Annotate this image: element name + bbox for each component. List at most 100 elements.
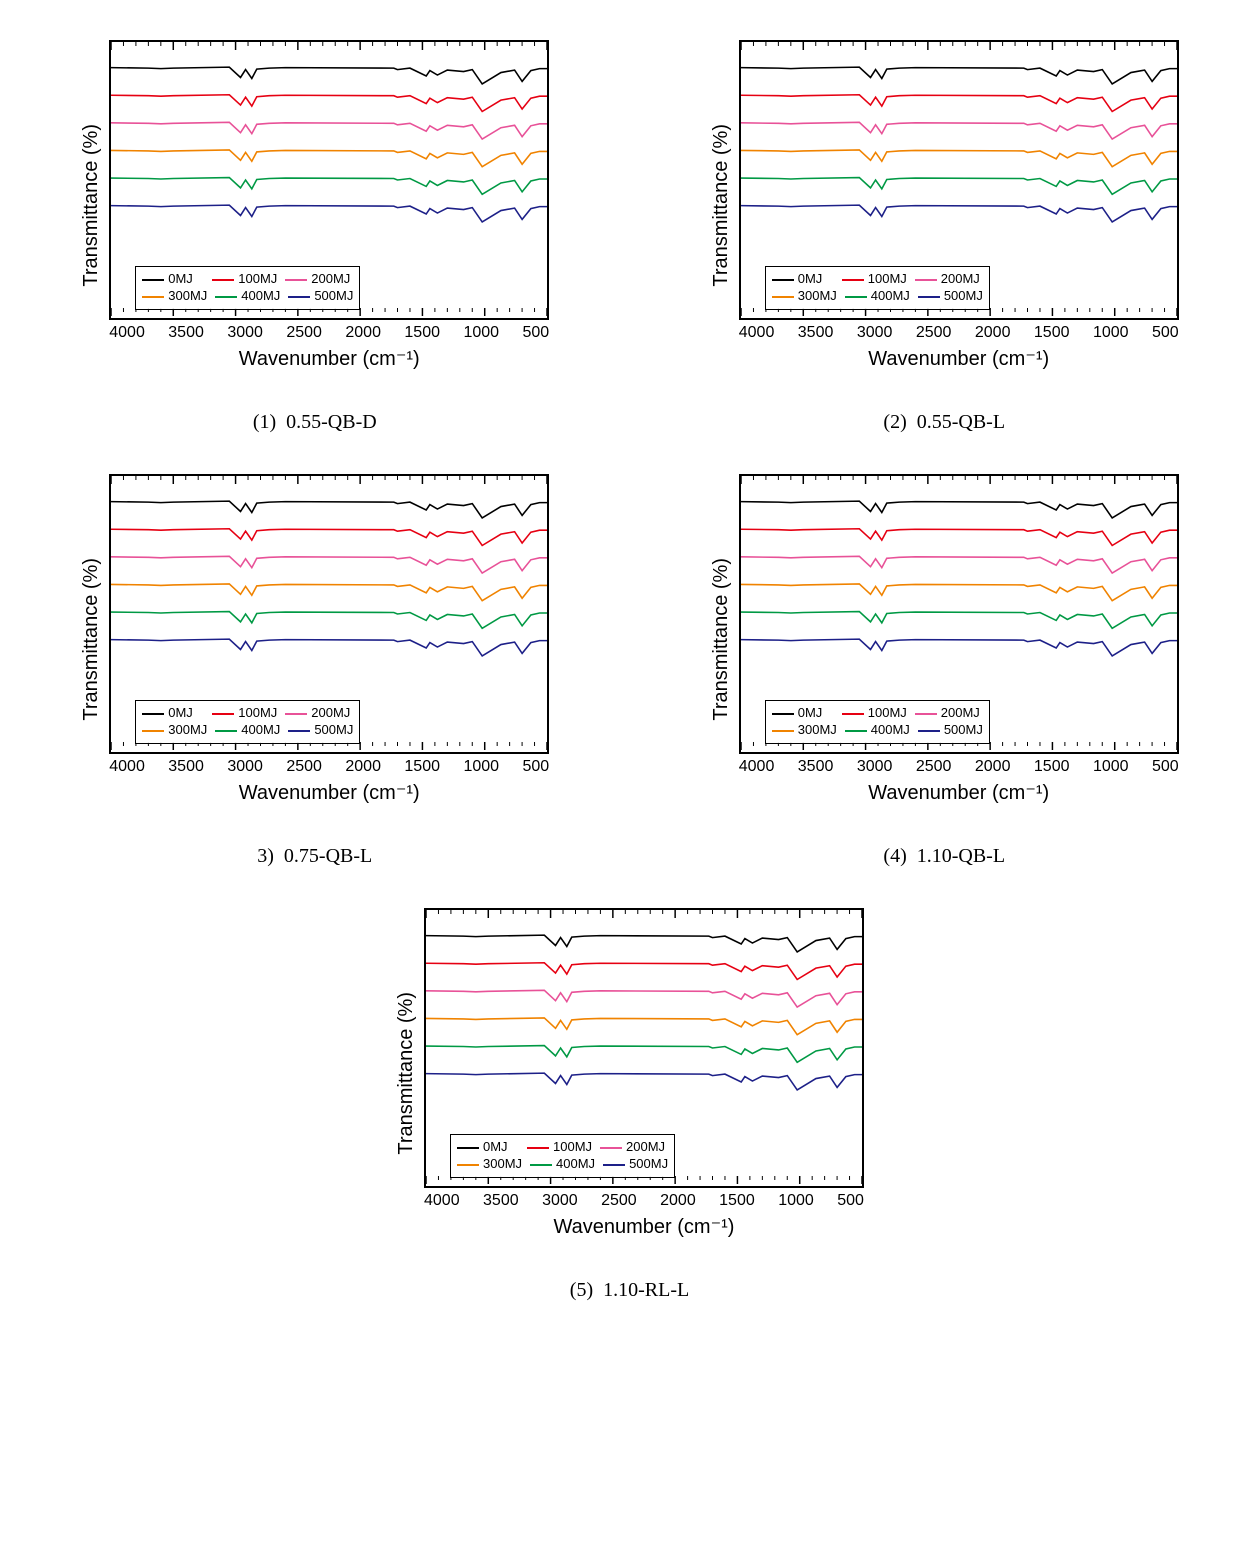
legend-swatch bbox=[918, 296, 940, 298]
legend-swatch bbox=[142, 296, 164, 298]
legend-swatch bbox=[142, 730, 164, 732]
plot-area: 0MJ100MJ200MJ300MJ400MJ500MJ bbox=[739, 40, 1179, 320]
x-tick-labels: 4000350030002500200015001000500 bbox=[109, 324, 549, 342]
spectrum-trace bbox=[426, 1046, 862, 1063]
legend-swatch bbox=[915, 279, 937, 281]
legend-swatch bbox=[288, 296, 310, 298]
legend: 0MJ100MJ200MJ300MJ400MJ500MJ bbox=[765, 266, 990, 310]
spectrum-trace bbox=[426, 963, 862, 980]
legend-label: 200MJ bbox=[941, 705, 980, 722]
legend-item: 300MJ bbox=[772, 288, 837, 305]
legend-label: 500MJ bbox=[629, 1156, 668, 1173]
legend-label: 0MJ bbox=[798, 271, 823, 288]
spectrum-trace bbox=[741, 529, 1177, 546]
spectrum-trace bbox=[741, 612, 1177, 629]
spectrum-trace bbox=[111, 529, 547, 546]
x-tick-label: 2000 bbox=[975, 324, 1011, 342]
spectrum-trace bbox=[741, 122, 1177, 139]
legend-item: 500MJ bbox=[918, 288, 983, 305]
plot-area: 0MJ100MJ200MJ300MJ400MJ500MJ bbox=[109, 40, 549, 320]
x-tick-label: 3500 bbox=[798, 324, 834, 342]
x-tick-label: 2500 bbox=[286, 324, 322, 342]
x-tick-labels: 4000350030002500200015001000500 bbox=[739, 324, 1179, 342]
y-axis-label: Transmittance (%) bbox=[395, 992, 418, 1155]
legend-label: 300MJ bbox=[798, 288, 837, 305]
x-tick-label: 2500 bbox=[601, 1192, 637, 1210]
legend-label: 500MJ bbox=[314, 722, 353, 739]
panel-caption: 3) 0.75‑QB‑L bbox=[257, 845, 372, 868]
y-axis-label: Transmittance (%) bbox=[710, 124, 733, 287]
legend-label: 200MJ bbox=[311, 705, 350, 722]
legend-swatch bbox=[288, 730, 310, 732]
panel-caption: (4) 1.10‑QB‑L bbox=[883, 845, 1005, 868]
legend-label: 0MJ bbox=[168, 705, 193, 722]
chart-panel: Transmittance (%) 0MJ 100MJ 200MJ 300MJ 400MJ… bbox=[80, 474, 549, 868]
x-tick-label: 3000 bbox=[857, 758, 893, 776]
legend-label: 200MJ bbox=[311, 271, 350, 288]
x-tick-label: 3500 bbox=[483, 1192, 519, 1210]
spectrum-trace bbox=[111, 501, 547, 518]
spectrum-trace bbox=[426, 990, 862, 1007]
legend-swatch bbox=[842, 279, 864, 281]
chart-panel: Transmittance (%)0MJ100MJ200MJ300MJ400MJ… bbox=[80, 40, 549, 434]
panel-caption: (5) 1.10‑RL‑L bbox=[570, 1279, 689, 1302]
spectrum-trace bbox=[741, 178, 1177, 195]
legend-label: 200MJ bbox=[626, 1139, 665, 1156]
legend-item: 100MJ bbox=[212, 705, 277, 722]
spectrum-trace bbox=[741, 556, 1177, 573]
legend: 0MJ 100MJ 200MJ 300MJ 400MJ 500MJ bbox=[765, 700, 990, 744]
spectrum-trace bbox=[111, 95, 547, 112]
legend-label: 0MJ bbox=[798, 705, 823, 722]
legend-item: 400MJ bbox=[845, 722, 910, 739]
legend-label: 200MJ bbox=[941, 271, 980, 288]
spectrum-trace bbox=[111, 612, 547, 629]
legend-label: 100MJ bbox=[553, 1139, 592, 1156]
legend-label: 500MJ bbox=[944, 288, 983, 305]
legend-label: 400MJ bbox=[871, 722, 910, 739]
x-tick-label: 500 bbox=[1152, 758, 1179, 776]
x-tick-label: 1000 bbox=[463, 324, 499, 342]
legend-item: 0MJ bbox=[142, 271, 204, 288]
legend-label: 100MJ bbox=[238, 271, 277, 288]
legend-item: 400MJ bbox=[215, 722, 280, 739]
legend-item: 0MJ bbox=[457, 1139, 519, 1156]
spectrum-trace bbox=[741, 95, 1177, 112]
legend-label: 500MJ bbox=[944, 722, 983, 739]
x-axis-label: Wavenumber (cm⁻¹) bbox=[868, 346, 1049, 371]
y-axis-label: Transmittance (%) bbox=[80, 558, 103, 721]
x-tick-label: 3000 bbox=[542, 1192, 578, 1210]
legend-label: 400MJ bbox=[556, 1156, 595, 1173]
spectrum-trace bbox=[111, 205, 547, 222]
legend-swatch bbox=[845, 730, 867, 732]
plot-area: 0MJ 100MJ 200MJ 300MJ 400MJ 500MJ bbox=[739, 474, 1179, 754]
spectrum-trace bbox=[741, 501, 1177, 518]
x-tick-label: 2000 bbox=[345, 324, 381, 342]
spectrum-trace bbox=[111, 556, 547, 573]
x-tick-label: 3000 bbox=[227, 324, 263, 342]
legend-label: 300MJ bbox=[168, 722, 207, 739]
x-axis-label: Wavenumber (cm⁻¹) bbox=[868, 780, 1049, 805]
legend-label: 100MJ bbox=[868, 705, 907, 722]
legend-swatch bbox=[772, 296, 794, 298]
x-tick-label: 1500 bbox=[404, 758, 440, 776]
x-tick-label: 4000 bbox=[424, 1192, 460, 1210]
x-axis-label: Wavenumber (cm⁻¹) bbox=[554, 1214, 735, 1239]
chart-panel: Transmittance (%)0MJ100MJ200MJ300MJ400MJ… bbox=[710, 40, 1179, 434]
x-axis-label: Wavenumber (cm⁻¹) bbox=[239, 346, 420, 371]
legend-label: 400MJ bbox=[241, 722, 280, 739]
legend-swatch bbox=[772, 730, 794, 732]
y-axis-label: Transmittance (%) bbox=[80, 124, 103, 287]
chart-panel: Transmittance (%)0MJ100MJ200MJ300MJ400MJ… bbox=[710, 474, 1179, 868]
legend-item: 200MJ bbox=[915, 705, 980, 722]
legend-label: 100MJ bbox=[868, 271, 907, 288]
x-tick-labels: 4000350030002500200015001000500 bbox=[739, 758, 1179, 776]
legend-swatch bbox=[142, 713, 164, 715]
x-axis-label: Wavenumber (cm⁻¹) bbox=[239, 780, 420, 805]
x-tick-label: 3500 bbox=[798, 758, 834, 776]
legend-item: 300MJ bbox=[142, 288, 207, 305]
spectrum-trace bbox=[111, 122, 547, 139]
legend-item: 500MJ bbox=[603, 1156, 668, 1173]
legend-item: 300MJ bbox=[772, 722, 837, 739]
x-tick-label: 2000 bbox=[975, 758, 1011, 776]
x-tick-label: 2500 bbox=[916, 324, 952, 342]
